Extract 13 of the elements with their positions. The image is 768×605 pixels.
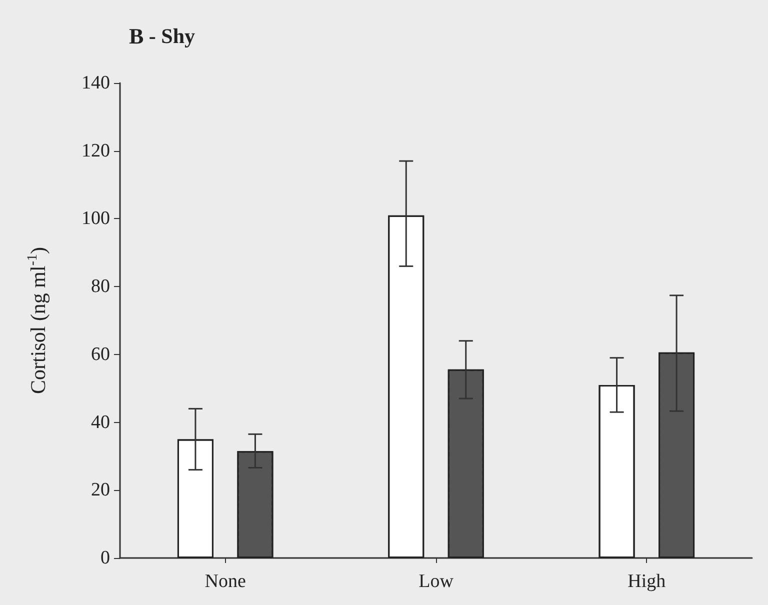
chart-title: B - Shy bbox=[129, 24, 196, 48]
y-tick-label: 40 bbox=[91, 412, 110, 433]
x-tick-label: High bbox=[628, 571, 666, 592]
x-tick-label: Low bbox=[418, 571, 454, 592]
y-tick-label: 80 bbox=[91, 276, 110, 298]
y-tick-label: 60 bbox=[91, 344, 110, 365]
y-axis-title: Cortisol (ng ml-1) bbox=[26, 247, 50, 394]
x-tick-label: None bbox=[204, 571, 246, 592]
y-tick-label: 100 bbox=[82, 208, 110, 230]
y-tick-label: 0 bbox=[100, 548, 110, 568]
y-tick-label: 20 bbox=[91, 480, 110, 501]
y-tick-label: 140 bbox=[82, 72, 110, 94]
y-tick-label: 120 bbox=[82, 140, 110, 162]
